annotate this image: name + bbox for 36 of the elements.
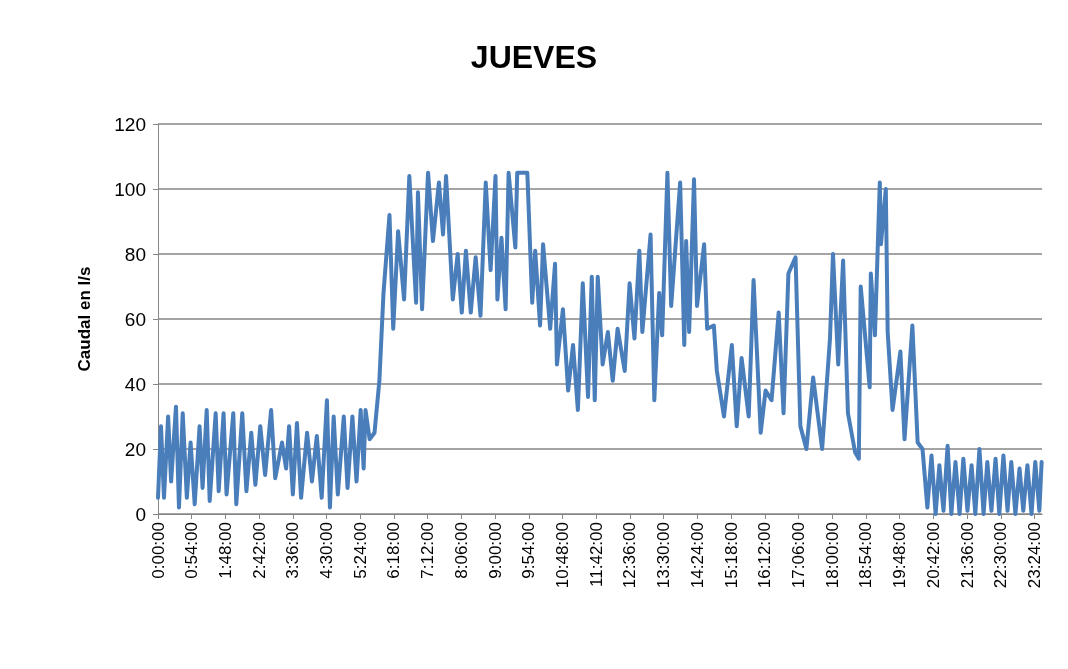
x-tick-label: 14:24:00 xyxy=(687,522,707,589)
x-tick-label: 0:00:00 xyxy=(148,522,168,579)
x-tick-label: 0:54:00 xyxy=(182,522,202,579)
x-tick-label: 5:24:00 xyxy=(350,522,370,579)
y-tick-label: 100 xyxy=(114,178,146,200)
x-tick-label: 18:54:00 xyxy=(856,522,876,589)
y-tick-label: 40 xyxy=(124,373,146,395)
x-tick-label: 21:36:00 xyxy=(957,522,977,589)
x-tick-label: 9:54:00 xyxy=(519,522,539,579)
y-axis-title: Caudal en l/s xyxy=(75,266,94,372)
x-tick-label: 11:42:00 xyxy=(586,522,606,587)
chart-title: JUEVES xyxy=(470,39,598,75)
x-tick-label: 6:18:00 xyxy=(384,522,404,579)
x-tick-label: 4:30:00 xyxy=(317,522,337,579)
x-tick-label: 19:48:00 xyxy=(890,522,910,589)
x-tick-label: 2:42:00 xyxy=(249,522,269,579)
x-tick-label: 7:12:00 xyxy=(418,522,438,579)
y-tick-label: 60 xyxy=(124,308,146,330)
x-tick-label: 23:24:00 xyxy=(1025,522,1045,589)
x-tick-label: 15:18:00 xyxy=(721,522,741,589)
x-tick-label: 8:06:00 xyxy=(451,522,471,579)
x-tick-label: 17:06:00 xyxy=(789,522,809,589)
x-tick-label: 18:00:00 xyxy=(822,522,842,589)
y-tick-label: 80 xyxy=(124,243,146,265)
x-tick-label: 16:12:00 xyxy=(755,522,775,589)
x-tick-label: 1:48:00 xyxy=(215,522,235,579)
y-tick-label: 120 xyxy=(114,113,146,135)
x-tick-label: 3:36:00 xyxy=(283,522,303,579)
x-tick-label: 12:36:00 xyxy=(620,522,640,589)
x-tick-label: 22:30:00 xyxy=(991,522,1011,589)
x-tick-label: 10:48:00 xyxy=(553,522,573,589)
y-tick-label: 20 xyxy=(124,438,146,460)
x-tick-label: 13:30:00 xyxy=(654,522,674,589)
y-tick-label: 0 xyxy=(135,503,146,525)
x-tick-label: 9:00:00 xyxy=(485,522,505,579)
x-tick-label: 20:42:00 xyxy=(923,522,943,589)
